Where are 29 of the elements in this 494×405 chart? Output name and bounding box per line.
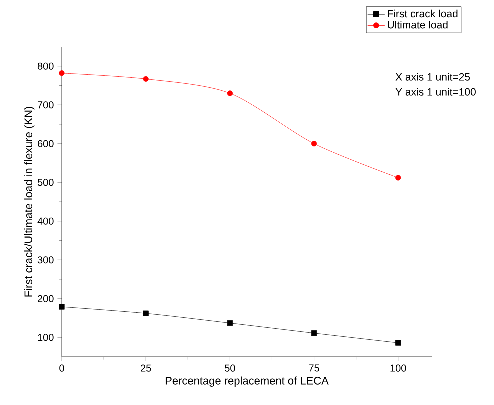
point <box>59 70 65 76</box>
y-tick-label: 100 <box>38 334 54 342</box>
annotation: X axis 1 unit=25 <box>396 73 470 81</box>
y-tick-label: 500 <box>38 179 54 186</box>
point <box>59 304 65 310</box>
annotation: Y axis 1 unit=100 <box>396 88 476 96</box>
y-tick-label: 300 <box>38 256 54 264</box>
point <box>143 76 149 82</box>
x-tick-label: 100 <box>390 364 406 372</box>
y-tick-label: 200 <box>38 295 54 302</box>
x-tick-label: 50 <box>225 364 236 372</box>
point <box>311 141 318 147</box>
point <box>396 175 402 181</box>
y-axis-title: First crack/Ultimate load in flexure (KN) <box>24 107 35 297</box>
y-tick-label: 400 <box>38 218 54 225</box>
y-tick-label: 600 <box>38 140 54 148</box>
y-tick-label: 700 <box>38 102 54 109</box>
point <box>311 330 318 336</box>
point <box>143 310 149 316</box>
y-tick-label: 800 <box>38 62 54 70</box>
point <box>227 320 233 326</box>
point <box>227 90 233 96</box>
x-tick-label: 0 <box>60 364 64 372</box>
x-tick-label: 75 <box>309 364 320 372</box>
legend-label: Ultimate load <box>388 21 448 29</box>
x-axis-title: Percentage replacement of LECA <box>166 376 329 387</box>
legend-label: First crack load <box>388 10 458 18</box>
point <box>396 340 402 346</box>
x-tick-label: 25 <box>141 364 152 372</box>
